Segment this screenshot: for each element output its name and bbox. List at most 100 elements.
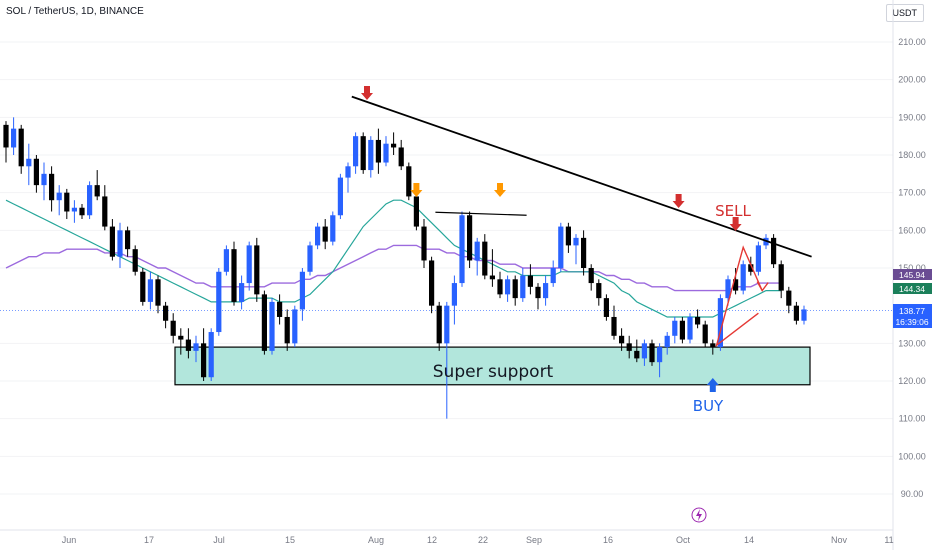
candle	[444, 301, 450, 419]
candle	[649, 339, 655, 366]
candle	[626, 335, 632, 359]
candle-body	[444, 305, 450, 344]
y-tick-label: 110.00	[899, 414, 926, 424]
candle-body	[398, 147, 404, 167]
candle	[193, 335, 199, 363]
candle-body	[467, 215, 473, 261]
candles	[3, 117, 807, 419]
y-tick-label: 120.00	[898, 376, 926, 386]
candle-body	[163, 305, 169, 321]
candle	[672, 316, 678, 344]
ma-long-price: 145.94	[899, 270, 925, 280]
candle	[520, 268, 526, 302]
candle-body	[3, 124, 9, 148]
candle	[315, 222, 321, 250]
candle	[18, 124, 24, 174]
candle	[360, 132, 366, 174]
candle-body	[102, 196, 108, 227]
candle-body	[277, 301, 283, 317]
candle	[87, 181, 93, 220]
candle	[64, 188, 70, 220]
candle	[109, 219, 115, 261]
candle	[299, 268, 305, 321]
x-tick-label: 11	[884, 535, 893, 545]
candle	[140, 268, 146, 306]
candle-body	[170, 320, 176, 336]
candle-body	[581, 237, 587, 268]
candle	[147, 271, 153, 310]
candle-body	[413, 196, 419, 227]
last-price-box: 138.77 16:39:06	[893, 304, 932, 328]
candle	[603, 294, 609, 321]
candle-body	[18, 128, 24, 167]
candle-body	[778, 264, 784, 291]
candle-body	[26, 158, 32, 167]
candle-body	[49, 173, 55, 201]
ma-long-price-box: 145.94	[893, 269, 932, 280]
candle-body	[223, 249, 229, 272]
sell-arrow-icon	[672, 194, 685, 208]
candle	[657, 343, 663, 378]
candle-body	[786, 290, 792, 306]
candle-body	[588, 268, 594, 284]
candle	[155, 275, 161, 314]
countdown: 16:39:06	[895, 317, 928, 327]
candle	[383, 136, 389, 167]
x-tick-label: 15	[285, 535, 295, 545]
candle-body	[368, 139, 374, 171]
y-tick-label: 170.00	[898, 188, 926, 198]
currency-button[interactable]: USDT	[885, 4, 924, 22]
candle	[771, 234, 777, 268]
y-tick-label: 130.00	[898, 338, 926, 348]
candle	[71, 200, 77, 223]
candle	[94, 170, 100, 201]
candle-body	[801, 309, 807, 321]
y-tick-label: 190.00	[898, 112, 926, 122]
candle	[330, 211, 336, 246]
projection-arrowhead	[756, 281, 769, 292]
candle-body	[489, 275, 495, 280]
candle	[505, 275, 511, 302]
candle	[178, 328, 184, 355]
candle	[231, 241, 237, 306]
candle	[740, 260, 746, 295]
candle	[398, 139, 404, 171]
candle	[474, 237, 480, 276]
candle	[277, 294, 283, 325]
candle	[208, 328, 214, 381]
candle	[254, 237, 260, 302]
last-price: 138.77	[899, 306, 925, 316]
candle-body	[11, 128, 17, 148]
candle	[695, 309, 701, 329]
candle	[292, 305, 298, 348]
lightning-icon[interactable]	[691, 507, 707, 523]
candle	[3, 121, 9, 163]
candle	[619, 328, 625, 351]
candle	[793, 301, 799, 325]
candle	[497, 271, 503, 299]
candle-body	[375, 139, 381, 163]
candle	[565, 222, 571, 253]
candle-body	[793, 305, 799, 321]
candle-body	[755, 245, 761, 272]
candle	[79, 203, 85, 220]
candle	[368, 136, 374, 178]
candle	[345, 162, 351, 193]
candle-body	[497, 279, 503, 295]
candle-body	[71, 207, 77, 212]
candle-body	[558, 226, 564, 268]
trend-lines	[351, 95, 812, 348]
candle	[436, 301, 442, 351]
candle	[710, 339, 716, 355]
y-tick-label: 180.00	[898, 150, 926, 160]
candle-body	[307, 245, 313, 272]
candle-body	[474, 241, 480, 261]
candle-body	[155, 279, 161, 306]
candle-body	[246, 245, 252, 284]
candle	[223, 245, 229, 276]
candle-body	[771, 237, 777, 265]
candle	[535, 283, 541, 310]
candle	[49, 166, 55, 212]
candle	[429, 256, 435, 314]
